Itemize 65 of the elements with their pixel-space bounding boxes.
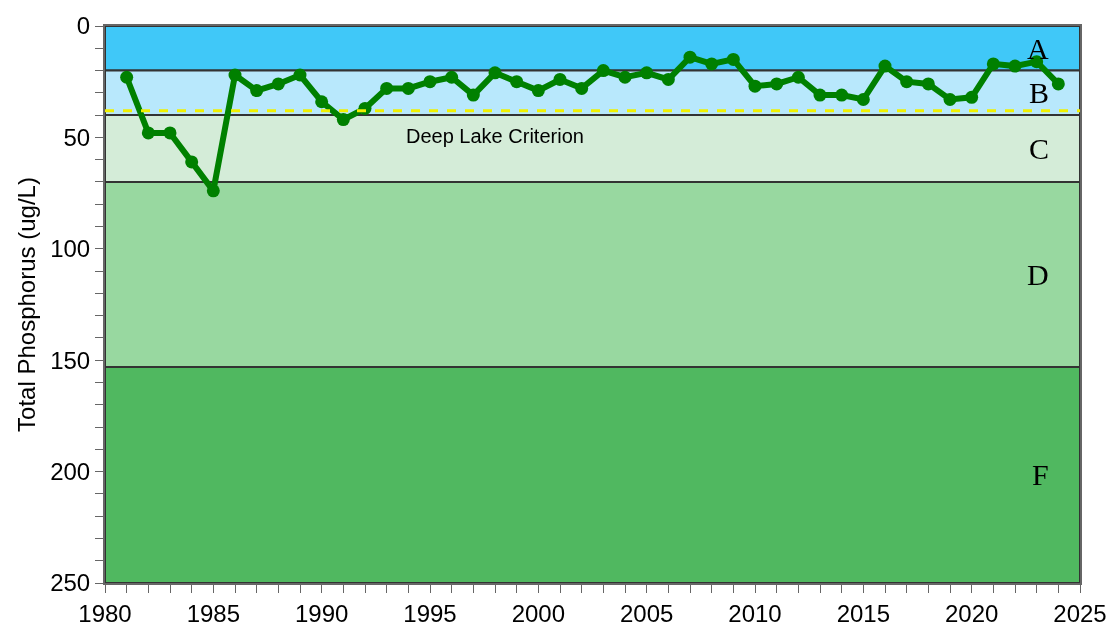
x-tick-label: 2025 — [1053, 599, 1107, 625]
point — [770, 77, 784, 91]
point — [856, 93, 870, 107]
x-tick-label: 2020 — [944, 599, 999, 625]
x-tick-label: 2015 — [836, 599, 891, 625]
point — [553, 72, 567, 86]
x-tick-label: 2000 — [511, 599, 566, 625]
point — [315, 95, 329, 109]
point — [986, 57, 1000, 71]
point — [228, 68, 242, 82]
point — [401, 81, 415, 95]
point — [943, 93, 957, 107]
point — [250, 84, 264, 98]
band-label: A — [1027, 32, 1049, 65]
point — [878, 59, 892, 73]
band-label: D — [1027, 258, 1049, 291]
point — [835, 88, 849, 102]
point — [141, 126, 155, 140]
point — [791, 70, 805, 84]
point — [748, 79, 762, 93]
point — [661, 72, 675, 86]
x-tick-label: 1980 — [78, 599, 132, 625]
point — [618, 70, 632, 84]
point — [445, 70, 459, 84]
band-label: B — [1029, 76, 1050, 109]
point — [900, 75, 914, 89]
point — [683, 50, 697, 64]
point — [488, 66, 502, 80]
y-tick-label: 50 — [63, 123, 91, 151]
ref-line-label: Deep Lake Criterion — [406, 125, 584, 147]
x-tick-label: 2010 — [728, 599, 782, 625]
point — [185, 155, 199, 169]
point — [466, 88, 480, 102]
y-tick-label: 0 — [76, 12, 91, 40]
point — [336, 113, 350, 127]
point — [965, 90, 979, 104]
point — [423, 75, 437, 89]
point — [271, 77, 285, 91]
point — [120, 70, 134, 84]
x-tick-label: 2005 — [619, 599, 674, 625]
point — [510, 75, 524, 89]
point — [640, 66, 654, 80]
x-tick-label: 1985 — [186, 599, 241, 625]
band-label: F — [1032, 458, 1049, 491]
point — [1051, 77, 1065, 91]
point — [293, 68, 307, 82]
point — [726, 52, 740, 66]
band-label: C — [1029, 132, 1050, 165]
point — [705, 57, 719, 71]
y-tick-label: 100 — [50, 235, 91, 263]
point — [380, 81, 394, 95]
point — [206, 184, 220, 198]
point — [596, 64, 610, 78]
x-tick-label: 1990 — [294, 599, 349, 625]
y-tick-label: 150 — [50, 346, 91, 374]
point — [921, 77, 935, 91]
y-tick-label: 200 — [50, 458, 91, 485]
point — [1008, 59, 1022, 73]
y-axis-title: Total Phosphorus (ug/L) — [12, 177, 40, 432]
point — [163, 126, 177, 140]
y-tick-label: 250 — [50, 569, 91, 597]
point — [531, 84, 545, 98]
point — [575, 81, 589, 95]
point — [813, 88, 827, 102]
x-tick-label: 1995 — [403, 599, 457, 625]
